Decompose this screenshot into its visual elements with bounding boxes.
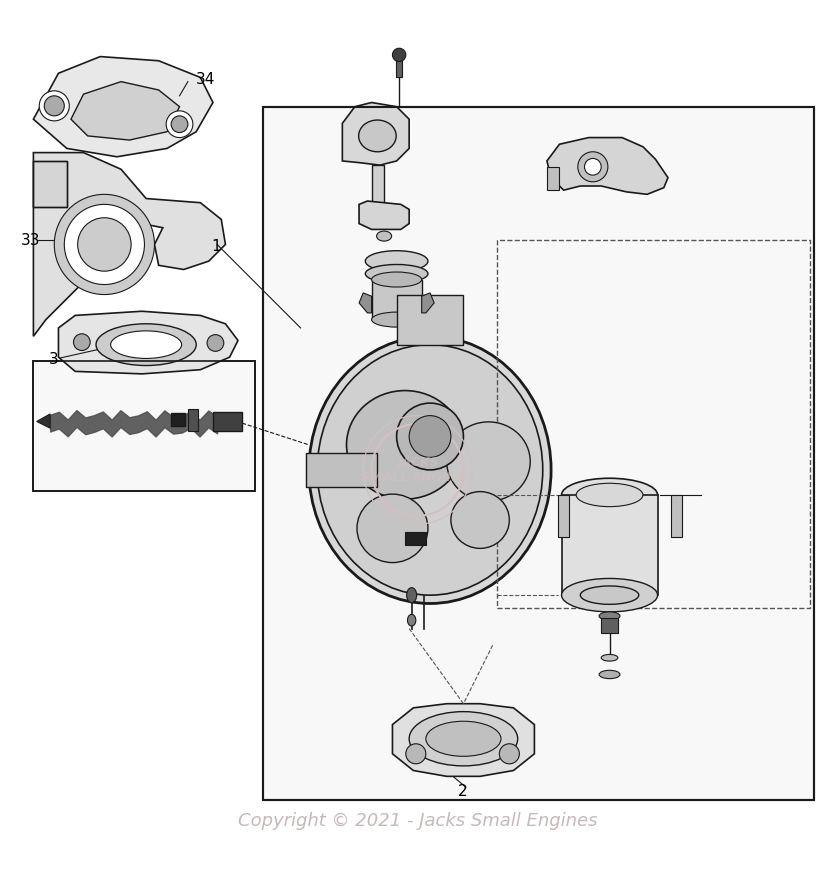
Bar (561, 495, 658, 595)
Bar (188, 409, 198, 430)
Bar (33, 161, 67, 207)
Bar (33, 361, 255, 491)
Polygon shape (359, 292, 372, 313)
Bar (397, 294, 463, 345)
Circle shape (73, 333, 90, 350)
Circle shape (166, 111, 193, 138)
Circle shape (499, 744, 519, 764)
Text: 33: 33 (21, 233, 40, 248)
Circle shape (64, 204, 144, 285)
Circle shape (392, 48, 406, 62)
Circle shape (406, 744, 426, 764)
Bar (558, 495, 569, 537)
Ellipse shape (317, 345, 543, 595)
Bar (171, 413, 185, 427)
Bar (497, 240, 810, 608)
Bar (213, 412, 242, 430)
Bar (396, 57, 402, 78)
Polygon shape (342, 102, 409, 165)
Circle shape (207, 334, 224, 351)
Circle shape (171, 116, 188, 133)
Bar (601, 618, 618, 633)
Ellipse shape (366, 251, 428, 272)
Ellipse shape (451, 491, 509, 548)
Ellipse shape (407, 615, 416, 626)
Circle shape (584, 158, 601, 175)
Circle shape (409, 416, 451, 457)
Polygon shape (33, 153, 225, 336)
Polygon shape (359, 201, 409, 230)
Circle shape (578, 152, 608, 182)
Bar (547, 167, 559, 190)
Text: JACKS
SMALL ENGINES: JACKS SMALL ENGINES (361, 456, 474, 484)
Ellipse shape (110, 331, 182, 359)
Polygon shape (58, 312, 238, 374)
Bar (405, 532, 426, 545)
Text: Copyright © 2021 - Jacks Small Engines: Copyright © 2021 - Jacks Small Engines (238, 812, 597, 829)
Ellipse shape (447, 422, 530, 501)
Ellipse shape (601, 655, 618, 661)
Polygon shape (422, 292, 434, 313)
Bar (372, 165, 384, 203)
Ellipse shape (407, 588, 417, 602)
Polygon shape (71, 81, 180, 140)
Polygon shape (392, 704, 534, 776)
Ellipse shape (599, 612, 620, 620)
Text: 2: 2 (458, 784, 468, 799)
Ellipse shape (426, 721, 501, 756)
Bar (33, 361, 255, 491)
Ellipse shape (347, 390, 463, 499)
Ellipse shape (561, 579, 658, 612)
Ellipse shape (580, 586, 639, 604)
Ellipse shape (359, 120, 397, 152)
Ellipse shape (372, 272, 422, 287)
Circle shape (39, 91, 69, 120)
Circle shape (78, 217, 131, 272)
Bar (33, 161, 67, 207)
Ellipse shape (309, 336, 551, 603)
Circle shape (54, 195, 154, 294)
Text: 34: 34 (196, 72, 215, 87)
Bar (306, 453, 377, 486)
Ellipse shape (561, 478, 658, 512)
Text: 1: 1 (211, 238, 221, 254)
Ellipse shape (409, 711, 518, 766)
Bar (263, 107, 814, 800)
Polygon shape (547, 138, 668, 195)
Polygon shape (37, 414, 50, 428)
Bar (263, 107, 814, 800)
Polygon shape (33, 57, 213, 157)
Circle shape (44, 96, 64, 116)
Circle shape (397, 403, 463, 470)
Ellipse shape (372, 312, 422, 327)
Ellipse shape (377, 231, 392, 241)
Bar (372, 279, 422, 320)
Ellipse shape (576, 484, 643, 506)
Text: 3: 3 (48, 352, 58, 368)
Ellipse shape (366, 265, 428, 283)
Ellipse shape (96, 324, 196, 366)
Bar (671, 495, 682, 537)
Ellipse shape (599, 670, 620, 678)
Ellipse shape (357, 494, 428, 562)
